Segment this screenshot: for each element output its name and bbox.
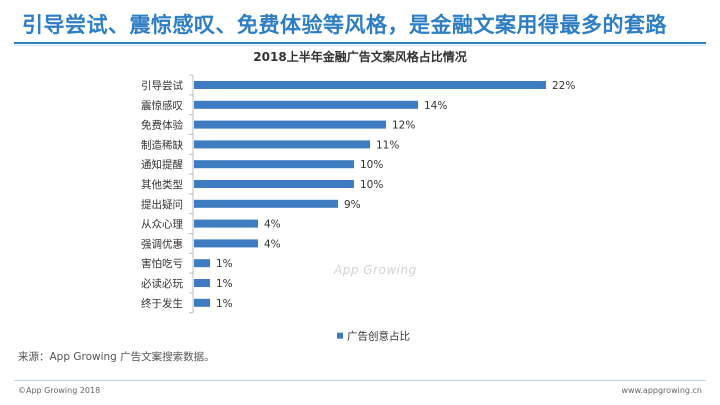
legend-label: 广告创意占比 bbox=[347, 330, 410, 343]
watermark-logo: App Growing bbox=[334, 263, 417, 277]
value-label: 11% bbox=[376, 139, 399, 151]
value-label: 4% bbox=[264, 219, 281, 231]
category-label: 害怕吃亏 bbox=[141, 257, 183, 270]
value-label: 1% bbox=[216, 298, 233, 310]
bar bbox=[194, 239, 258, 248]
bar bbox=[194, 219, 258, 228]
footer-copyright: ©App Growing 2018 bbox=[18, 386, 101, 395]
category-label: 引导尝试 bbox=[141, 79, 183, 92]
title-divider bbox=[14, 42, 706, 44]
value-label: 9% bbox=[344, 199, 361, 211]
category-label: 震惊感叹 bbox=[141, 99, 183, 112]
bar bbox=[194, 160, 354, 169]
category-label: 提出疑问 bbox=[141, 198, 183, 211]
category-label: 制造稀缺 bbox=[141, 138, 183, 151]
bar-chart: 引导尝试 22% 震惊感叹 14% 免费体验 12% 制造稀缺 11% 通知提醒 10% 其他类型 1… bbox=[141, 74, 575, 343]
bar bbox=[194, 180, 354, 188]
bar bbox=[194, 140, 370, 149]
bar bbox=[194, 120, 386, 129]
category-label: 免费体验 bbox=[141, 119, 183, 132]
value-label: 10% bbox=[360, 159, 383, 171]
category-label: 终于发生 bbox=[141, 297, 183, 310]
chart-title: 2018上半年金融广告文案风格占比情况 bbox=[253, 50, 467, 64]
title-divider-thin bbox=[14, 45, 706, 46]
category-label: 从众心理 bbox=[141, 219, 183, 231]
bar bbox=[194, 100, 418, 109]
bar bbox=[194, 298, 210, 307]
value-label: 1% bbox=[216, 278, 233, 290]
value-label: 12% bbox=[392, 120, 415, 132]
source-note: 来源：App Growing 广告文案搜索数据。 bbox=[18, 351, 215, 363]
value-label: 1% bbox=[216, 258, 233, 270]
footer-url: www.appgrowing.cn bbox=[621, 386, 702, 395]
bar bbox=[194, 259, 210, 268]
category-label: 其他类型 bbox=[141, 178, 183, 191]
slide-title: 引导尝试、震惊感叹、免费体验等风格，是金融文案用得最多的套路 bbox=[22, 13, 667, 37]
value-label: 14% bbox=[424, 100, 447, 112]
value-label: 22% bbox=[552, 80, 575, 92]
legend-swatch bbox=[337, 332, 343, 339]
category-label: 通知提醒 bbox=[141, 158, 183, 171]
bar bbox=[194, 81, 546, 89]
category-label: 必读必玩 bbox=[141, 277, 183, 290]
category-label: 强调优惠 bbox=[141, 237, 183, 250]
value-label: 10% bbox=[360, 179, 383, 191]
value-label: 4% bbox=[264, 238, 281, 250]
bar bbox=[194, 199, 338, 208]
bar bbox=[194, 279, 210, 287]
footer-divider bbox=[14, 380, 706, 381]
